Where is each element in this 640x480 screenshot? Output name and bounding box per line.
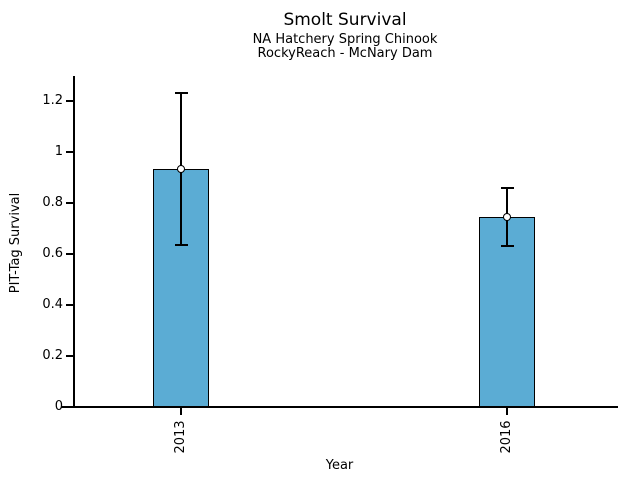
chart-subtitle-line1: NA Hatchery Spring Chinook [252,32,438,47]
x-axis-tick-2016 [506,408,508,415]
y-axis-tick [66,100,73,102]
chart-subtitle-line2: RockyReach - McNary Dam [257,46,433,61]
y-axis-tick-label: 1 [54,144,63,159]
chart-title: Smolt Survival [283,10,407,30]
y-axis-tick-label: 0.6 [42,246,63,261]
x-axis-label: Year [325,458,354,473]
y-axis-tick [66,406,73,408]
x-axis-line [61,406,618,408]
y-axis-tick [66,304,73,306]
y-axis-tick-label: 0 [54,399,63,414]
y-axis-tick-label: 1.2 [42,93,63,108]
y-axis-tick [66,253,73,255]
x-axis-tick-2013 [180,408,182,415]
y-axis-line [73,75,75,408]
bar-2016 [479,217,535,407]
y-axis-tick-label: 0.4 [42,297,63,312]
error-bar-cap-top-2016 [501,186,514,189]
y-axis-tick [66,355,73,357]
y-axis-label: PIT-Tag Survival [8,192,23,294]
y-axis-tick [66,202,73,204]
point-marker-2013 [177,164,185,173]
point-marker-2016 [503,213,511,222]
y-axis-tick-label: 0.8 [42,195,63,210]
x-axis-tick-label-2016: 2016 [499,420,514,454]
y-axis-tick [66,151,73,153]
y-axis-tick-label: 0.2 [42,348,63,363]
error-bar-cap-bottom-2016 [501,245,514,248]
x-axis-tick-label-2013: 2013 [173,420,188,454]
error-bar-cap-bottom-2013 [175,244,188,247]
error-bar-cap-top-2013 [175,92,188,95]
